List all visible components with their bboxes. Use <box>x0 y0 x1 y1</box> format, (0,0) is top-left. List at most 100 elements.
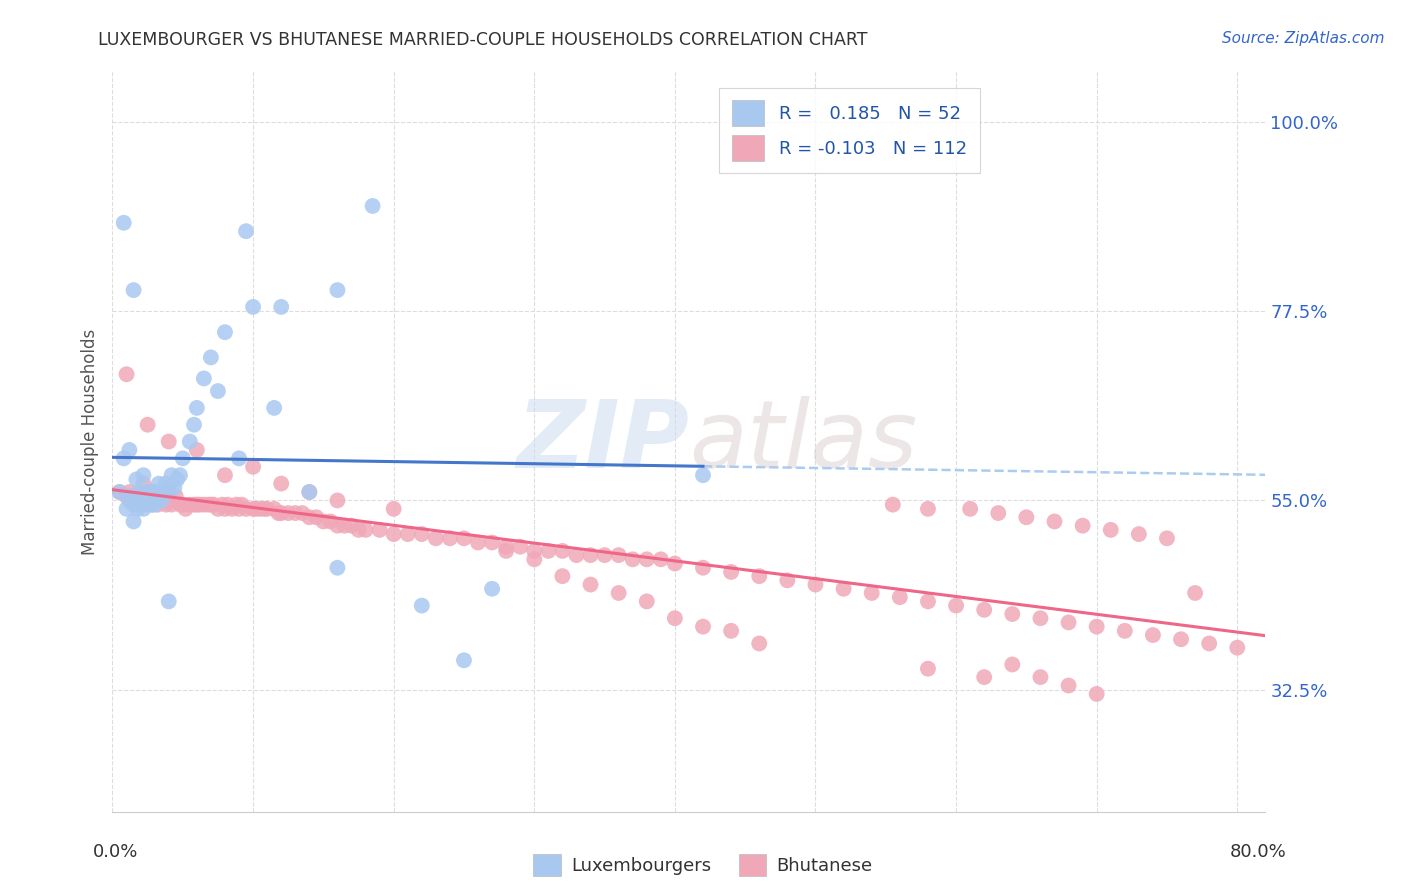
Point <box>1085 619 1108 633</box>
Legend: Luxembourgers, Bhutanese: Luxembourgers, Bhutanese <box>526 847 880 883</box>
Point <box>298 510 321 524</box>
Point <box>607 586 630 600</box>
Point <box>155 476 177 491</box>
Point <box>636 594 658 608</box>
Point <box>139 485 162 500</box>
Point <box>193 371 215 385</box>
Point <box>579 548 602 562</box>
Point <box>347 523 370 537</box>
Point <box>636 552 658 566</box>
Point <box>211 498 233 512</box>
Point <box>481 535 503 549</box>
Point <box>1001 657 1024 672</box>
Point <box>945 599 967 613</box>
Point <box>439 531 461 545</box>
Point <box>253 501 276 516</box>
Point <box>305 510 328 524</box>
Point <box>621 552 644 566</box>
Point <box>188 498 211 512</box>
Point <box>326 493 349 508</box>
Point <box>1128 527 1150 541</box>
Text: ZIP: ZIP <box>516 395 689 488</box>
Point <box>217 498 239 512</box>
Point <box>228 451 250 466</box>
Point <box>270 506 292 520</box>
Point <box>959 501 981 516</box>
Point <box>776 574 799 588</box>
Point <box>537 544 560 558</box>
Point <box>127 489 149 503</box>
Point <box>183 417 205 432</box>
Point <box>132 468 155 483</box>
Point <box>228 501 250 516</box>
Point <box>160 498 183 512</box>
Point <box>664 611 686 625</box>
Point <box>128 485 150 500</box>
Text: atlas: atlas <box>689 396 917 487</box>
Point <box>118 485 141 500</box>
Point <box>312 515 335 529</box>
Point <box>157 481 180 495</box>
Point <box>692 619 714 633</box>
Point <box>481 582 503 596</box>
Point <box>860 586 883 600</box>
Point <box>200 351 222 365</box>
Point <box>242 459 264 474</box>
Point <box>152 485 174 500</box>
Point <box>115 368 138 382</box>
Point <box>197 498 219 512</box>
Point <box>720 624 742 638</box>
Point <box>1114 624 1136 638</box>
Point <box>127 501 149 516</box>
Point <box>692 560 714 574</box>
Point <box>157 594 180 608</box>
Point <box>124 498 146 512</box>
Point <box>256 501 278 516</box>
Point <box>277 506 299 520</box>
Point <box>1029 670 1052 684</box>
Point <box>169 468 191 483</box>
Point <box>136 417 159 432</box>
Point <box>174 501 197 516</box>
Point <box>917 594 939 608</box>
Point <box>1198 636 1220 650</box>
Point <box>664 557 686 571</box>
Point <box>122 515 145 529</box>
Point <box>340 518 363 533</box>
Point <box>200 498 222 512</box>
Point <box>333 518 356 533</box>
Point <box>142 485 165 500</box>
Point <box>987 506 1010 520</box>
Point <box>108 485 131 500</box>
Point <box>165 489 187 503</box>
Point <box>214 501 236 516</box>
Y-axis label: Married-couple Households: Married-couple Households <box>80 328 98 555</box>
Point <box>115 489 138 503</box>
Point <box>146 489 169 503</box>
Point <box>138 489 160 503</box>
Point <box>157 434 180 449</box>
Point <box>692 468 714 483</box>
Point <box>183 498 205 512</box>
Point <box>150 489 173 503</box>
Point <box>804 577 827 591</box>
Point <box>1099 523 1122 537</box>
Point <box>411 599 433 613</box>
Point <box>132 501 155 516</box>
Point <box>134 493 156 508</box>
Point <box>179 498 201 512</box>
Point <box>172 498 194 512</box>
Point <box>143 498 166 512</box>
Point <box>319 515 342 529</box>
Point <box>396 527 419 541</box>
Point <box>284 506 307 520</box>
Point <box>186 442 208 457</box>
Point <box>135 485 157 500</box>
Point <box>495 544 517 558</box>
Point <box>120 489 142 503</box>
Point <box>1057 615 1080 630</box>
Point <box>136 489 159 503</box>
Point <box>425 531 447 545</box>
Point <box>263 501 285 516</box>
Point <box>889 590 911 604</box>
